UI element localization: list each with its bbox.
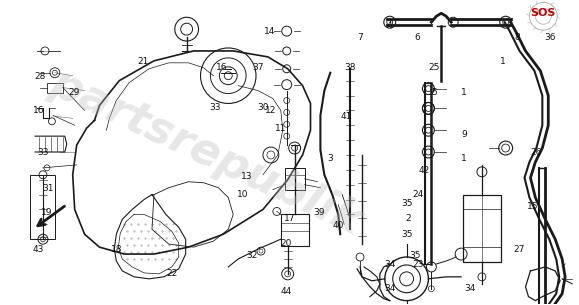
Text: 10: 10 <box>236 190 248 199</box>
Text: 1: 1 <box>461 154 467 163</box>
Text: 27: 27 <box>513 245 525 254</box>
Text: 5: 5 <box>431 88 437 97</box>
Text: 16: 16 <box>217 63 228 72</box>
Text: 33: 33 <box>37 148 49 157</box>
Text: 40: 40 <box>332 221 344 230</box>
Text: 18: 18 <box>111 245 123 254</box>
Text: 9: 9 <box>461 130 467 139</box>
Text: 43: 43 <box>33 245 44 254</box>
Text: 1: 1 <box>461 88 467 97</box>
Text: 36: 36 <box>545 33 556 42</box>
Text: 39: 39 <box>313 208 325 217</box>
Bar <box>281 214 309 246</box>
Text: 24: 24 <box>413 190 424 199</box>
Text: 15: 15 <box>527 203 539 211</box>
Text: 34: 34 <box>384 260 395 269</box>
Text: 13: 13 <box>240 172 252 181</box>
Bar <box>285 168 305 190</box>
Text: 12: 12 <box>265 106 277 115</box>
Text: 25: 25 <box>428 63 440 72</box>
Text: 41: 41 <box>341 112 353 121</box>
Text: 30: 30 <box>258 103 269 112</box>
Text: 4: 4 <box>387 21 393 30</box>
Text: 35: 35 <box>410 251 422 260</box>
Text: SOS: SOS <box>530 8 556 18</box>
Text: 35: 35 <box>401 230 413 239</box>
Text: 7: 7 <box>357 33 362 42</box>
Text: 22: 22 <box>166 269 177 278</box>
Bar <box>47 83 63 92</box>
Text: 34: 34 <box>384 284 395 293</box>
Text: 44: 44 <box>281 287 292 296</box>
Text: 1: 1 <box>500 57 506 66</box>
Text: 23: 23 <box>413 260 424 269</box>
Text: 35: 35 <box>401 199 413 208</box>
Text: 17: 17 <box>284 214 295 224</box>
Text: 3: 3 <box>327 154 333 163</box>
Text: 29: 29 <box>68 88 80 97</box>
Text: 21: 21 <box>137 57 149 66</box>
Text: 16: 16 <box>33 106 45 115</box>
Text: 19: 19 <box>41 208 52 217</box>
Text: 33: 33 <box>209 103 221 112</box>
Text: 14: 14 <box>263 27 275 36</box>
Text: 28: 28 <box>34 73 45 81</box>
Text: 6: 6 <box>415 33 420 42</box>
Bar <box>463 195 501 262</box>
Text: 37: 37 <box>252 63 263 72</box>
Text: 8: 8 <box>514 33 520 42</box>
Text: 31: 31 <box>43 184 54 193</box>
Text: 11: 11 <box>275 124 287 133</box>
Text: 2: 2 <box>406 214 412 224</box>
Text: 20: 20 <box>281 239 292 248</box>
Text: 42: 42 <box>419 166 430 175</box>
Text: 26: 26 <box>530 148 542 157</box>
Text: partsrepublik: partsrepublik <box>43 61 369 244</box>
Text: 34: 34 <box>464 284 476 293</box>
Text: 32: 32 <box>246 251 258 260</box>
Bar <box>30 175 55 239</box>
Text: 38: 38 <box>344 63 356 72</box>
